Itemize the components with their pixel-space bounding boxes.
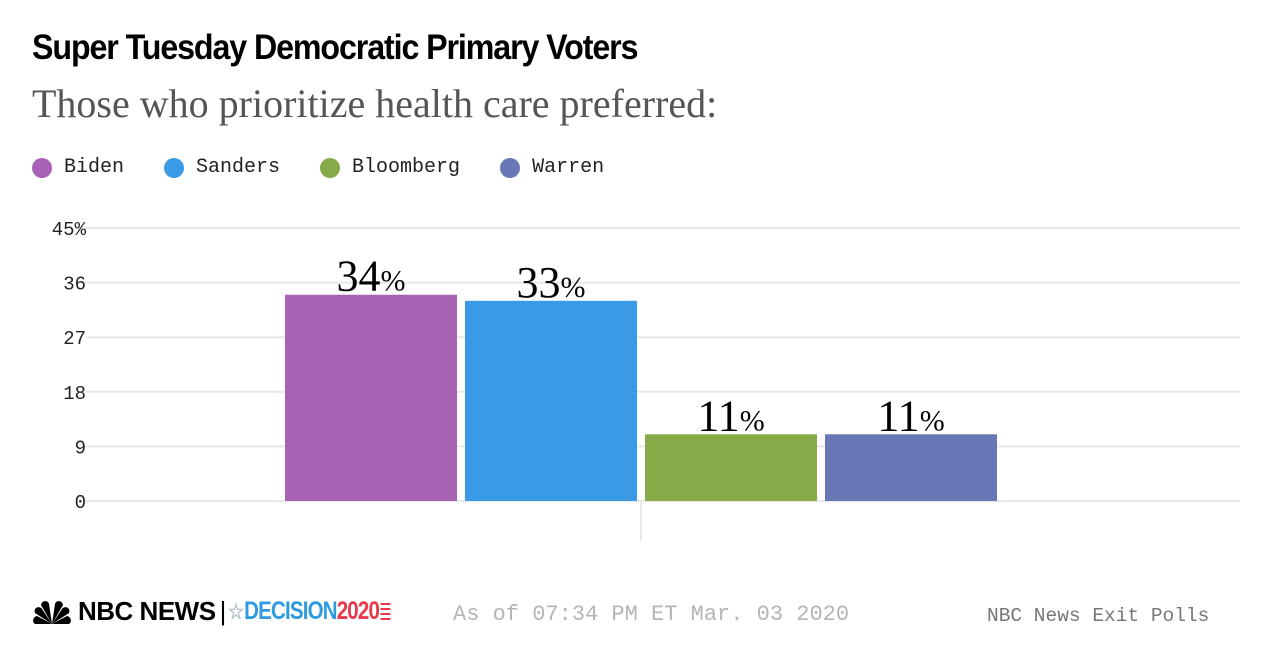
timestamp: As of 07:34 PM ET Mar. 03 2020: [453, 602, 850, 627]
star-icon: ☆: [228, 598, 244, 624]
legend-label-biden: Biden: [64, 156, 125, 179]
bar-value-label-biden: 34%: [337, 252, 406, 301]
legend-item-sanders: Sanders: [164, 156, 280, 179]
legend-label-bloomberg: Bloomberg: [352, 156, 461, 179]
brand-separator: |: [219, 596, 227, 626]
bar-labels: 34% 33% 11% 11%: [337, 252, 945, 441]
chart-subtitle: Those who prioritize health care preferr…: [32, 81, 718, 126]
peacock-icon: [33, 600, 71, 624]
y-axis: 0 9 18 27 36 45%: [52, 219, 87, 514]
brand-name: NBC NEWS: [78, 596, 216, 626]
bar-value-label-sanders: 33%: [517, 258, 586, 307]
y-tick-label: 27: [63, 328, 86, 350]
bar-sanders: [465, 300, 637, 501]
decision-2020-logo: ☆ DECISION 2020: [228, 597, 391, 626]
legend-item-biden: Biden: [32, 156, 124, 179]
decision-word: DECISION: [244, 597, 338, 625]
bar-value-label-warren: 11%: [877, 391, 944, 440]
source-credit: NBC News Exit Polls: [987, 605, 1210, 627]
chart-title: Super Tuesday Democratic Primary Voters: [32, 28, 638, 67]
bar-bloomberg: [645, 434, 817, 501]
bar-warren: [825, 434, 997, 501]
nbc-news-logo: NBC NEWS: [32, 596, 216, 627]
legend: Biden Sanders Bloomberg Warren: [32, 156, 644, 179]
decision-year: 2020: [337, 597, 380, 625]
y-tick-label: 18: [63, 383, 86, 405]
footer-branding: NBC NEWS | ☆ DECISION 2020: [32, 596, 427, 627]
legend-item-bloomberg: Bloomberg: [320, 156, 460, 179]
bar-biden: [285, 294, 457, 501]
y-tick-label: 36: [63, 274, 86, 296]
legend-label-sanders: Sanders: [196, 156, 281, 179]
bar-value-label-bloomberg: 11%: [697, 391, 764, 440]
y-tick-label: 9: [75, 437, 86, 459]
y-tick-label: 0: [75, 492, 86, 514]
legend-swatch-bloomberg: [320, 157, 341, 178]
legend-swatch-sanders: [164, 157, 185, 178]
legend-swatch-warren: [500, 157, 521, 178]
legend-label-warren: Warren: [532, 156, 605, 179]
bars: [285, 294, 997, 501]
flag-stripes-icon: [381, 602, 391, 622]
legend-swatch-biden: [32, 157, 52, 178]
y-tick-label: 45%: [52, 219, 87, 241]
gridlines: [85, 227, 1240, 541]
legend-item-warren: Warren: [500, 156, 604, 179]
